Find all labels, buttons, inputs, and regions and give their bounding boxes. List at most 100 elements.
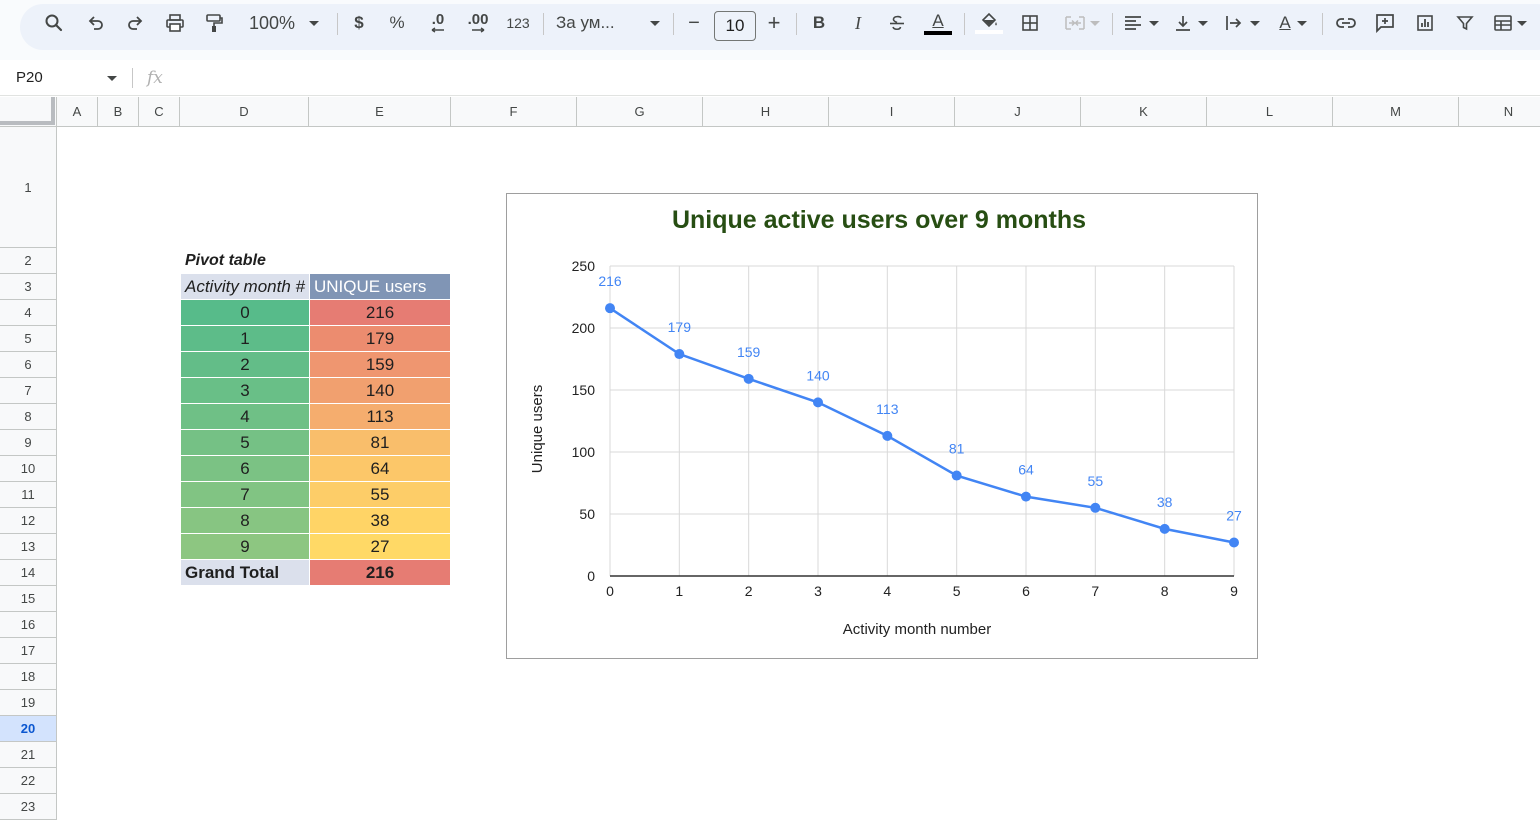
font-size-input[interactable]: 10 [714,11,756,41]
chart-data-point[interactable] [674,349,685,360]
row-header-14[interactable]: 14 [0,560,57,586]
row-header-16[interactable]: 16 [0,612,57,638]
text-color-button[interactable]: A [922,0,954,46]
row-header-8[interactable]: 8 [0,404,57,430]
increase-font-size-button[interactable]: + [762,0,786,46]
decrease-font-size-button[interactable]: − [682,0,706,46]
merge-cells-button[interactable] [1058,0,1106,46]
grand-total-label[interactable]: Grand Total [181,560,309,585]
chart-data-point[interactable] [882,430,893,441]
pivot-header-users[interactable]: UNIQUE users [310,274,450,299]
pivot-month-cell[interactable]: 2 [181,352,309,378]
pivot-users-cell[interactable]: 179 [310,326,450,352]
pivot-header-month[interactable]: Activity month # [181,274,309,299]
row-header-2[interactable]: 2 [0,248,57,274]
pivot-users-cell[interactable]: 81 [310,430,450,456]
row-header-10[interactable]: 10 [0,456,57,482]
redo-button[interactable] [121,0,149,46]
grand-total-value[interactable]: 216 [310,560,450,585]
bold-button[interactable]: B [806,0,832,46]
row-header-1[interactable]: 1 [0,127,57,248]
pivot-users-cell[interactable]: 38 [310,508,450,534]
paint-format-button[interactable] [199,0,229,46]
row-header-19[interactable]: 19 [0,690,57,716]
undo-button[interactable] [82,0,110,46]
text-rotation-select[interactable]: A [1272,0,1314,46]
print-button[interactable] [160,0,190,46]
column-header-d[interactable]: D [180,97,309,127]
fill-color-button[interactable] [974,0,1004,46]
text-wrapping-select[interactable] [1221,0,1263,46]
column-header-j[interactable]: J [955,97,1081,127]
decrease-decimals-button[interactable]: .0 [424,0,452,46]
pivot-month-cell[interactable]: 7 [181,482,309,508]
pivot-month-cell[interactable]: 4 [181,404,309,430]
search-menus-button[interactable] [38,0,70,46]
chart-data-point[interactable] [743,373,754,384]
row-header-11[interactable]: 11 [0,482,57,508]
more-formats-button[interactable]: 123 [502,0,534,46]
insert-link-button[interactable] [1332,0,1360,46]
row-header-9[interactable]: 9 [0,430,57,456]
chart-data-point[interactable] [1159,523,1170,534]
insert-chart-button[interactable] [1411,0,1439,46]
convert-to-table-button[interactable] [1488,0,1532,46]
pivot-month-cell[interactable]: 3 [181,378,309,404]
pivot-users-cell[interactable]: 140 [310,378,450,404]
row-header-23[interactable]: 23 [0,794,57,820]
column-header-l[interactable]: L [1207,97,1333,127]
row-header-5[interactable]: 5 [0,326,57,352]
pivot-month-cell[interactable]: 5 [181,430,309,456]
pivot-users-cell[interactable]: 55 [310,482,450,508]
column-header-g[interactable]: G [577,97,703,127]
horizontal-align-select[interactable] [1120,0,1162,46]
format-currency-button[interactable]: $ [346,0,372,46]
format-percent-button[interactable]: % [384,0,410,46]
insert-comment-button[interactable] [1371,0,1399,46]
column-header-c[interactable]: C [139,97,180,127]
freeze-row-handle[interactable] [0,121,55,125]
chart-data-point[interactable] [1229,537,1239,548]
pivot-users-cell[interactable]: 216 [310,300,450,326]
row-header-18[interactable]: 18 [0,664,57,690]
row-header-21[interactable]: 21 [0,742,57,768]
chart-data-point[interactable] [1090,502,1101,513]
font-select[interactable]: За ум... [556,0,660,46]
chart-data-point[interactable] [813,397,823,408]
zoom-select[interactable]: 100% [240,0,328,46]
column-header-n[interactable]: N [1459,97,1540,127]
pivot-month-cell[interactable]: 8 [181,508,309,534]
row-header-20[interactable]: 20 [0,716,57,742]
row-header-13[interactable]: 13 [0,534,57,560]
pivot-month-cell[interactable]: 1 [181,326,309,352]
pivot-users-cell[interactable]: 159 [310,352,450,378]
column-header-k[interactable]: K [1081,97,1207,127]
row-header-22[interactable]: 22 [0,768,57,794]
vertical-align-select[interactable] [1170,0,1212,46]
pivot-month-cell[interactable]: 0 [181,300,309,326]
column-header-e[interactable]: E [309,97,451,127]
chevron-down-icon[interactable] [107,76,117,81]
row-header-4[interactable]: 4 [0,300,57,326]
borders-button[interactable] [1016,0,1044,46]
italic-button[interactable]: I [845,0,871,46]
row-header-17[interactable]: 17 [0,638,57,664]
pivot-month-cell[interactable]: 6 [181,456,309,482]
column-header-h[interactable]: H [703,97,829,127]
pivot-users-cell[interactable]: 64 [310,456,450,482]
row-header-12[interactable]: 12 [0,508,57,534]
create-filter-button[interactable] [1451,0,1479,46]
pivot-month-cell[interactable]: 9 [181,534,309,560]
line-chart[interactable]: Unique active users over 9 months Activi… [506,193,1258,659]
row-header-7[interactable]: 7 [0,378,57,404]
strikethrough-button[interactable] [884,0,910,46]
freeze-column-handle[interactable] [51,97,55,125]
row-header-15[interactable]: 15 [0,586,57,612]
chart-data-point[interactable] [951,470,962,481]
row-header-3[interactable]: 3 [0,274,57,300]
column-header-a[interactable]: A [57,97,98,127]
column-header-i[interactable]: I [829,97,955,127]
chart-data-point[interactable] [1021,491,1031,502]
column-header-f[interactable]: F [451,97,577,127]
increase-decimals-button[interactable]: .00 [462,0,494,46]
